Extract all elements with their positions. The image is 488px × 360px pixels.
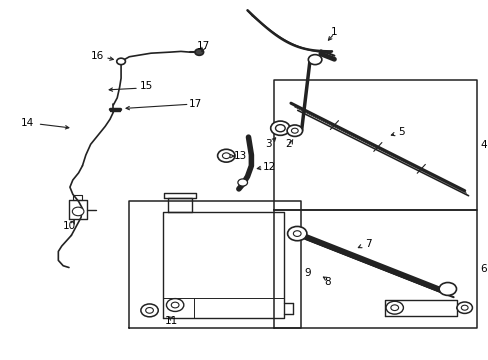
Text: 2: 2 bbox=[284, 139, 291, 149]
Circle shape bbox=[270, 121, 289, 135]
Circle shape bbox=[237, 179, 247, 186]
Circle shape bbox=[308, 55, 321, 64]
Text: 10: 10 bbox=[62, 221, 75, 231]
Text: 3: 3 bbox=[264, 139, 271, 149]
Circle shape bbox=[195, 49, 203, 55]
Circle shape bbox=[390, 305, 398, 311]
Text: 5: 5 bbox=[398, 127, 405, 137]
Circle shape bbox=[117, 58, 125, 64]
Text: 14: 14 bbox=[21, 118, 35, 128]
Text: 16: 16 bbox=[91, 51, 104, 61]
Text: 17: 17 bbox=[188, 99, 202, 109]
Circle shape bbox=[171, 302, 179, 308]
Circle shape bbox=[222, 153, 230, 158]
Text: 8: 8 bbox=[323, 277, 330, 287]
Circle shape bbox=[385, 301, 403, 314]
Circle shape bbox=[456, 302, 471, 314]
Text: 9: 9 bbox=[304, 268, 310, 278]
Text: 12: 12 bbox=[262, 162, 275, 172]
Text: 17: 17 bbox=[196, 41, 209, 51]
Text: 11: 11 bbox=[165, 316, 178, 326]
Circle shape bbox=[72, 207, 84, 216]
Circle shape bbox=[286, 125, 302, 136]
Text: 6: 6 bbox=[479, 264, 486, 274]
Circle shape bbox=[217, 149, 235, 162]
Circle shape bbox=[141, 304, 158, 317]
Circle shape bbox=[293, 231, 301, 237]
Text: 4: 4 bbox=[479, 140, 486, 150]
Circle shape bbox=[438, 283, 456, 296]
Circle shape bbox=[291, 128, 298, 133]
Text: 13: 13 bbox=[233, 151, 246, 161]
Text: 15: 15 bbox=[139, 81, 152, 91]
Circle shape bbox=[166, 298, 183, 311]
Text: 1: 1 bbox=[330, 27, 337, 37]
Circle shape bbox=[275, 125, 285, 132]
Text: 7: 7 bbox=[364, 239, 371, 249]
Circle shape bbox=[145, 307, 153, 313]
Circle shape bbox=[460, 305, 467, 310]
Circle shape bbox=[287, 226, 306, 241]
